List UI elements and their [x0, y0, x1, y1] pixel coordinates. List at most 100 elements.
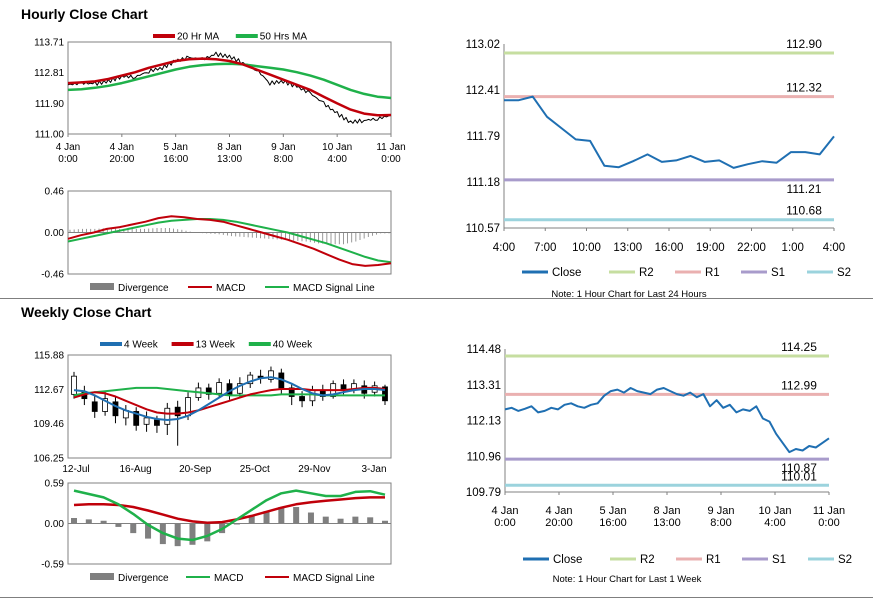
y-tick-label: 112.41 [466, 85, 500, 97]
legend-label: 4 Week [124, 340, 159, 351]
divergence-bar [367, 517, 374, 524]
y-tick-label: 109.46 [33, 419, 64, 430]
candle-body [268, 370, 274, 380]
x-tick-label: 1:00 [782, 242, 804, 254]
legend-label: Divergence [118, 573, 169, 584]
x-tick-label: 4 Jan [546, 505, 573, 517]
y-tick-label: 0.46 [45, 187, 65, 198]
level-label-s1: 110.87 [781, 461, 817, 475]
x-tick-label: 0:00 [818, 517, 839, 529]
chart-note: Note: 1 Hour Chart for Last 24 Hours [551, 289, 706, 300]
y-tick-label: 111.79 [467, 131, 500, 143]
y-tick-label: 113.02 [466, 39, 500, 51]
x-tick-label: 5 Jan [163, 142, 187, 153]
candle-body [236, 383, 243, 394]
close-line [504, 387, 830, 454]
x-tick-label: 0:00 [58, 154, 78, 165]
y-tick-label: 111.90 [35, 99, 65, 110]
y-tick-label: 115.88 [34, 351, 64, 362]
legend-label: S2 [837, 267, 851, 279]
x-tick-label: 12-Jul [62, 464, 89, 475]
candle-body [382, 386, 388, 402]
x-tick-label: 4:00 [823, 242, 845, 254]
x-tick-label: 4:00 [493, 242, 515, 254]
x-tick-label: 10 Jan [322, 142, 352, 153]
divergence-bar [130, 523, 137, 534]
divergence-bar [145, 523, 152, 539]
legend-label: MACD Signal Line [293, 573, 375, 584]
x-tick-label: 4:00 [764, 517, 785, 529]
ma4-line [73, 376, 386, 421]
divergence-bar [85, 519, 92, 524]
y-tick-label: 113.31 [467, 380, 501, 392]
divergence-bar [189, 523, 196, 545]
x-tick-label: 11 Jan [376, 142, 405, 153]
legend-label: R2 [639, 267, 654, 279]
x-tick-label: 16:00 [655, 242, 684, 254]
divergence-bar [293, 507, 300, 524]
y-tick-label: 0.59 [45, 479, 65, 490]
legend-label: S1 [772, 554, 786, 566]
section-divider [0, 298, 873, 299]
x-tick-label: 0:00 [494, 517, 515, 529]
level-label-s2: 110.01 [781, 469, 817, 483]
x-tick-label: 22:00 [737, 242, 766, 254]
macd-line [67, 215, 392, 267]
divergence-bar [248, 515, 255, 524]
candle-body [216, 382, 223, 394]
divergence-bar [233, 523, 240, 525]
divergence-bar [263, 511, 270, 524]
macd-signal-line [73, 496, 385, 525]
x-tick-label: 20:00 [545, 517, 573, 529]
x-tick-label: 4 Jan [56, 142, 80, 153]
x-tick-label: 16:00 [163, 154, 188, 165]
hourly-section-title: Hourly Close Chart [21, 6, 148, 22]
y-tick-label: 112.67 [34, 385, 64, 396]
x-tick-label: 7:00 [534, 242, 556, 254]
candle-body [288, 387, 295, 397]
candle-body [112, 401, 119, 417]
y-tick-label: 111.00 [35, 130, 65, 141]
y-tick-label: -0.59 [41, 560, 64, 571]
candle-body [174, 406, 181, 417]
y-tick-label: 111.18 [467, 177, 500, 189]
x-tick-label: 8:00 [274, 154, 294, 165]
legend-label: R1 [706, 554, 721, 566]
y-tick-label: -0.46 [41, 270, 64, 281]
x-tick-label: 10:00 [572, 242, 601, 254]
divergence-bar [174, 523, 181, 547]
divergence-bar [204, 523, 211, 542]
legend-swatch [90, 573, 114, 580]
x-tick-label: 25-Oct [240, 464, 270, 475]
y-tick-label: 110.96 [467, 451, 501, 463]
y-tick-label: 110.57 [466, 223, 500, 235]
divergence-bar [352, 516, 359, 524]
level-label-s1: 111.21 [787, 182, 822, 196]
legend-label: Close [553, 554, 582, 566]
x-tick-label: 3-Jan [361, 464, 386, 475]
x-tick-label: 4:00 [327, 154, 347, 165]
x-tick-label: 20-Sep [179, 464, 212, 475]
x-tick-label: 11 Jan [813, 505, 845, 517]
plot-frame [67, 354, 392, 459]
level-label-r2: 114.25 [781, 340, 817, 354]
candle-body [164, 407, 171, 425]
candle-body [205, 387, 212, 395]
divergence-bar [307, 512, 314, 524]
divergence-bar [115, 523, 122, 527]
legend-swatch [90, 283, 114, 290]
macd-line [73, 489, 386, 542]
weekly-section-title: Weekly Close Chart [21, 304, 152, 320]
x-tick-label: 4 Jan [492, 505, 519, 517]
y-tick-label: 112.81 [34, 68, 64, 79]
level-label-r2: 112.90 [786, 37, 822, 51]
level-label-r1: 112.99 [781, 378, 817, 392]
candle-body [91, 401, 98, 412]
divergence-bar [71, 518, 77, 524]
candle-body [299, 396, 305, 402]
y-tick-label: 112.13 [467, 416, 501, 428]
